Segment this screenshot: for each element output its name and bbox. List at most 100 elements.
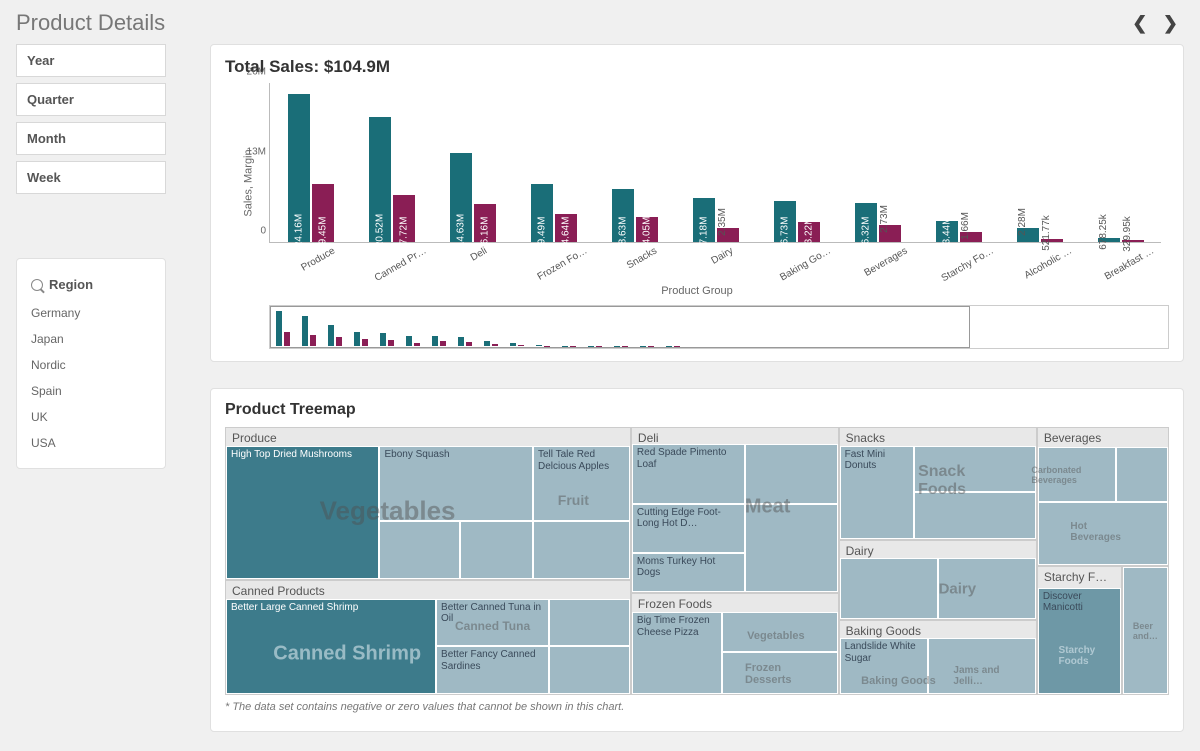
x-category-label: Beverages (860, 242, 909, 279)
sales-bar[interactable]: 3.44M (936, 221, 958, 242)
treemap-cell[interactable]: Discover Manicotti (1038, 588, 1121, 694)
treemap-cell[interactable] (745, 444, 838, 503)
bar-group[interactable]: 9.49M4.64MFrozen Fo… (513, 83, 594, 242)
treemap-cell[interactable] (914, 446, 1036, 492)
treemap-cell[interactable] (460, 521, 533, 578)
treemap-group-beverages[interactable]: BeveragesCarbonated BeveragesHot Beverag… (1037, 427, 1169, 566)
prev-arrow[interactable]: ❮ (1132, 13, 1147, 33)
treemap-cell[interactable]: Ebony Squash (379, 446, 532, 521)
region-item[interactable]: Nordic (31, 352, 151, 378)
margin-bar[interactable]: 329.95k (1122, 240, 1144, 242)
page-title: Product Details (16, 10, 165, 36)
treemap-cell[interactable]: Landslide White Sugar (840, 638, 928, 694)
treemap-cell[interactable] (722, 652, 837, 694)
bar-group[interactable]: 14.63M6.16MDeli (432, 83, 513, 242)
treemap-group-starchy[interactable]: Starchy F…Discover ManicottiStarchy Food… (1037, 566, 1122, 695)
treemap-cell[interactable] (1123, 567, 1168, 694)
treemap[interactable]: ProduceHigh Top Dried MushroomsEbony Squ… (225, 427, 1169, 695)
margin-bar[interactable]: 6.16M (474, 204, 496, 242)
treemap-cell[interactable] (1116, 447, 1168, 502)
sales-bar[interactable]: 9.49M (531, 184, 553, 242)
treemap-group-deli[interactable]: DeliRed Spade Pimento LoafCutting Edge F… (631, 427, 839, 593)
bar-value-label: 1.66M (960, 212, 971, 240)
bar-value-label: 9.45M (317, 217, 328, 245)
treemap-cell[interactable] (722, 612, 837, 652)
sales-bar[interactable]: 8.63M (612, 189, 634, 242)
treemap-cell[interactable]: Moms Turkey Hot Dogs (632, 553, 745, 592)
treemap-cell[interactable]: Better Large Canned Shrimp (226, 599, 436, 694)
filter-month[interactable]: Month (16, 122, 166, 155)
margin-bar[interactable]: 2.73M (879, 225, 901, 242)
bar-group[interactable]: 6.32M2.73MBeverages (837, 83, 918, 242)
treemap-cell[interactable]: Cutting Edge Foot-Long Hot D… (632, 504, 745, 553)
treemap-group-dairy[interactable]: DairyDairy (839, 540, 1037, 620)
margin-bar[interactable]: 7.72M (393, 195, 415, 242)
region-item[interactable]: USA (31, 430, 151, 456)
sales-bar[interactable]: 7.18M (693, 198, 715, 242)
treemap-cell[interactable] (533, 521, 630, 578)
treemap-group-produce[interactable]: ProduceHigh Top Dried MushroomsEbony Squ… (225, 427, 631, 580)
treemap-group-baking[interactable]: Baking GoodsLandslide White SugarBaking … (839, 620, 1037, 695)
treemap-cell[interactable] (549, 646, 630, 694)
treemap-cell[interactable]: Red Spade Pimento Loaf (632, 444, 745, 503)
mini-chart-selection[interactable] (270, 306, 970, 348)
treemap-cell[interactable] (914, 492, 1036, 538)
filter-quarter[interactable]: Quarter (16, 83, 166, 116)
margin-bar[interactable]: 9.45M (312, 184, 334, 242)
filter-year[interactable]: Year (16, 44, 166, 77)
region-item[interactable]: Germany (31, 300, 151, 326)
filter-week[interactable]: Week (16, 161, 166, 194)
sales-bar[interactable]: 14.63M (450, 153, 472, 242)
bar-group[interactable]: 6.73M3.22MBaking Go… (756, 83, 837, 242)
treemap-cell[interactable] (379, 521, 460, 578)
region-item[interactable]: Spain (31, 378, 151, 404)
margin-bar[interactable]: 521.77k (1041, 239, 1063, 242)
treemap-group-beer[interactable]: Beer and… (1122, 566, 1169, 695)
margin-bar[interactable]: 3.22M (798, 222, 820, 242)
bar-group[interactable]: 24.16M9.45MProduce (270, 83, 351, 242)
sales-bar[interactable]: 20.52M (369, 117, 391, 242)
sales-bar[interactable]: 678.25k (1098, 238, 1120, 242)
sales-bar[interactable]: 6.73M (774, 201, 796, 242)
treemap-cell[interactable] (549, 599, 630, 647)
bar-group[interactable]: 7.18M2.35MDairy (675, 83, 756, 242)
treemap-cell[interactable] (1038, 502, 1168, 565)
bar-value-label: 7.18M (698, 217, 709, 245)
bar-group[interactable]: 20.52M7.72MCanned Pr… (351, 83, 432, 242)
margin-bar[interactable]: 2.35M (717, 228, 739, 242)
region-item[interactable]: UK (31, 404, 151, 430)
treemap-group-snacks[interactable]: SnacksFast Mini DonutsSnack Foods (839, 427, 1037, 540)
bar-value-label: 6.73M (779, 217, 790, 245)
treemap-cell[interactable]: Big Time Frozen Cheese Pizza (632, 612, 722, 694)
margin-bar[interactable]: 4.05M (636, 217, 658, 242)
treemap-cell[interactable]: Tell Tale Red Delcious Apples (533, 446, 630, 521)
treemap-group-frozen[interactable]: Frozen FoodsBig Time Frozen Cheese Pizza… (631, 593, 839, 695)
sales-bar[interactable]: 6.32M (855, 203, 877, 242)
region-item[interactable]: Japan (31, 326, 151, 352)
treemap-cell[interactable]: High Top Dried Mushrooms (226, 446, 379, 579)
next-arrow[interactable]: ❯ (1163, 13, 1178, 33)
treemap-cell-label: Ebony Squash (380, 447, 531, 463)
bar-group[interactable]: 3.44M1.66MStarchy Fo… (918, 83, 999, 242)
sales-bar[interactable]: 2.28M (1017, 228, 1039, 242)
treemap-cell[interactable] (840, 558, 938, 619)
treemap-card: Product Treemap ProduceHigh Top Dried Mu… (210, 388, 1184, 732)
treemap-cell[interactable] (928, 638, 1036, 694)
treemap-cell-label: Discover Manicotti (1039, 589, 1120, 616)
treemap-group-canned[interactable]: Canned ProductsBetter Large Canned Shrim… (225, 580, 631, 695)
treemap-cell[interactable]: Better Fancy Canned Sardines (436, 646, 549, 694)
treemap-cell[interactable] (745, 504, 838, 593)
treemap-cell[interactable] (938, 558, 1036, 619)
treemap-cell[interactable]: Better Canned Tuna in Oil (436, 599, 549, 647)
bar-group[interactable]: 678.25k329.95kBreakfast … (1080, 83, 1161, 242)
treemap-cell[interactable]: Fast Mini Donuts (840, 446, 915, 539)
bar-group[interactable]: 2.28M521.77kAlcoholic … (999, 83, 1080, 242)
margin-bar[interactable]: 4.64M (555, 214, 577, 242)
treemap-cell[interactable] (1038, 447, 1116, 502)
bar-value-label: 14.63M (455, 214, 466, 247)
margin-bar[interactable]: 1.66M (960, 232, 982, 242)
chart-plot[interactable]: 013M26M24.16M9.45MProduce20.52M7.72MCann… (269, 83, 1161, 243)
bar-group[interactable]: 8.63M4.05MSnacks (594, 83, 675, 242)
sales-bar[interactable]: 24.16M (288, 94, 310, 242)
mini-chart[interactable] (269, 305, 1169, 349)
